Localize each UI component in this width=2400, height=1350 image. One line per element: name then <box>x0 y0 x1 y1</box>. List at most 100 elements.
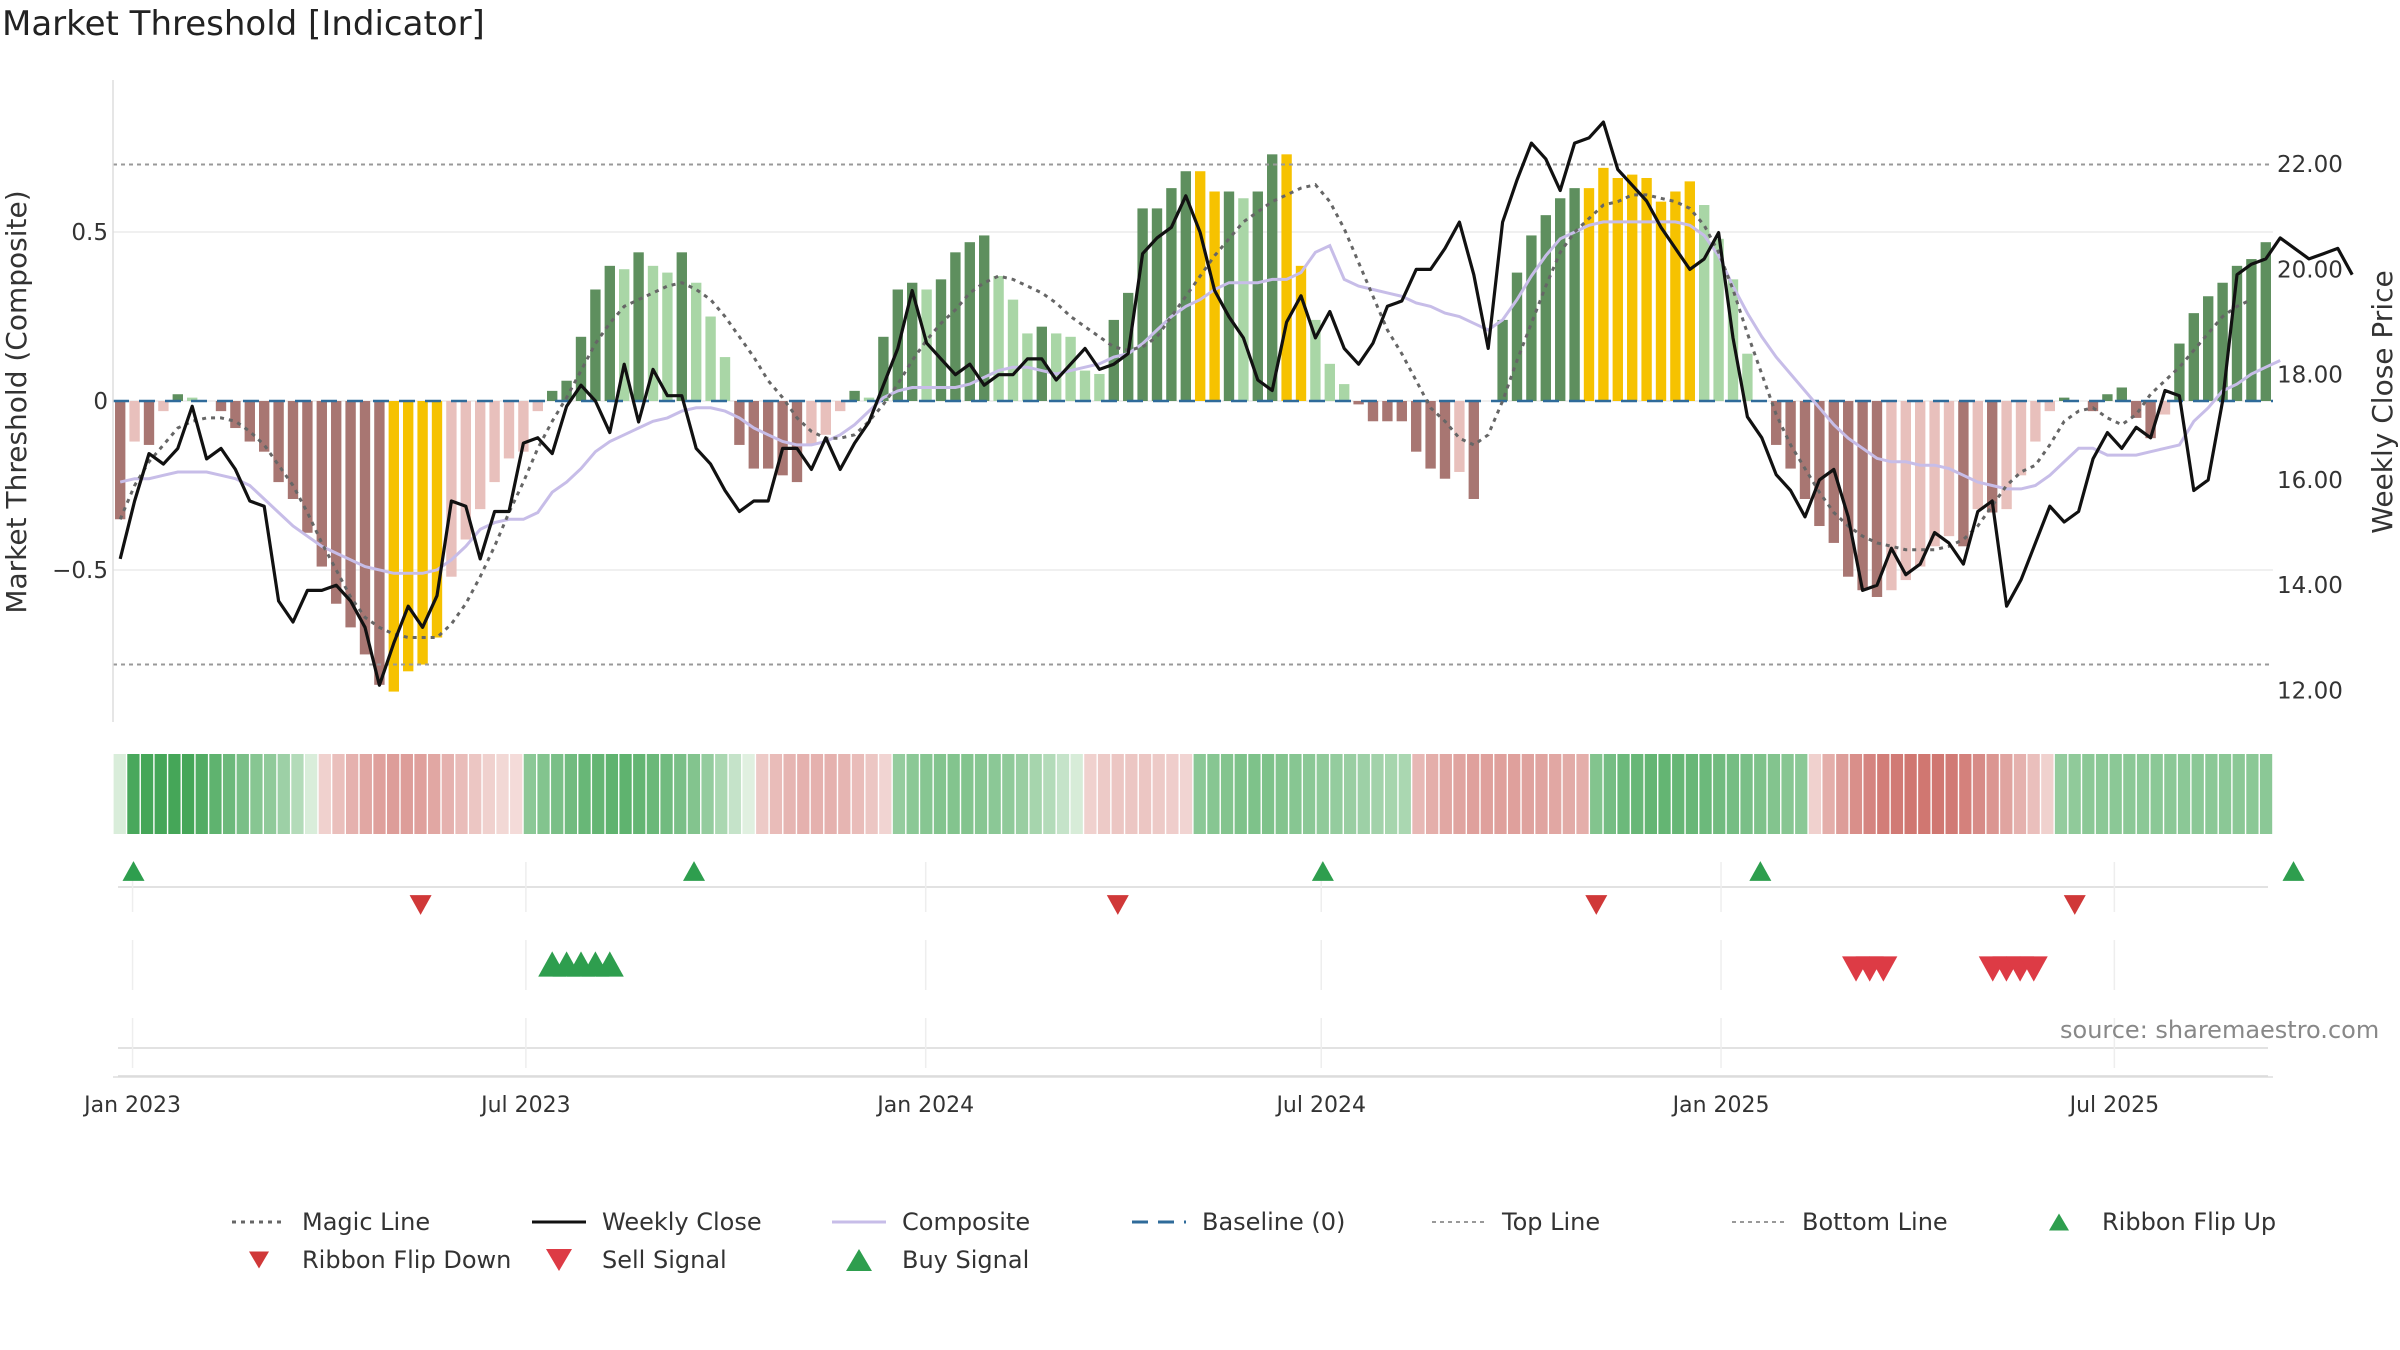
histogram-bar <box>431 401 443 638</box>
ribbon-flip-down-marker <box>409 895 432 915</box>
histogram-bar <box>345 401 356 628</box>
ribbon-cell <box>428 754 441 834</box>
histogram-bar <box>1670 191 1681 401</box>
ribbon-cell <box>113 754 126 834</box>
ribbon-cell <box>359 754 372 834</box>
ribbon-cell <box>441 754 454 834</box>
ribbon-cell <box>1576 754 1589 834</box>
ribbon-cell <box>332 754 345 834</box>
ribbon-cell <box>1439 754 1452 834</box>
histogram-bar <box>2087 401 2099 412</box>
ribbon-cell <box>1070 754 1083 834</box>
ribbon-cell <box>961 754 974 834</box>
histogram-bar <box>460 401 471 540</box>
ribbon-cell <box>2218 754 2232 834</box>
ribbon-flip-up-marker <box>683 861 706 881</box>
legend-swatch-icon <box>249 1251 269 1269</box>
histogram-bar <box>734 401 745 445</box>
legend-item-flipdown: Ribbon Flip Down <box>230 1246 511 1274</box>
ribbon-cell <box>2191 754 2204 834</box>
ribbon-cell <box>1959 754 1972 834</box>
histogram-bar <box>1238 198 1249 401</box>
x-tick-label: Jul 2025 <box>2068 1093 2160 1118</box>
legend-label: Ribbon Flip Up <box>2102 1208 2277 1236</box>
histogram-bar <box>403 401 414 672</box>
histogram-bar <box>950 252 961 401</box>
legend-item-baseline: Baseline (0) <box>1130 1208 1345 1236</box>
ribbon-cell <box>1494 754 1507 834</box>
ribbon-cell <box>1603 754 1616 834</box>
ribbon-cell <box>660 754 673 834</box>
histogram-bar <box>244 401 255 442</box>
histogram-bar <box>1411 401 1422 452</box>
x-axis: Jan 2023 Jul 2023 Jan 2024 Jul 2024 Jan 2025… <box>82 1076 2273 1118</box>
ribbon-cell <box>810 754 824 834</box>
ribbon-cell <box>742 754 755 834</box>
ribbon-cell <box>1029 754 1042 834</box>
ribbon-cell <box>2082 754 2095 834</box>
ribbon-cell <box>1193 754 1206 834</box>
histogram-bar <box>2015 401 2027 476</box>
histogram-bar <box>1180 171 1191 401</box>
ribbon-cell <box>2164 754 2177 834</box>
ribbon-cell <box>2027 754 2040 834</box>
histogram-bar <box>1699 205 1710 401</box>
ribbon-cell <box>291 754 304 834</box>
histogram-bar <box>1655 201 1667 401</box>
legend-swatch-icon <box>532 1220 586 1224</box>
ribbon-flip-down-marker <box>1585 895 1608 915</box>
ribbon-cell <box>1972 754 1986 834</box>
ribbon-cell <box>2000 754 2013 834</box>
histogram-bar <box>388 401 399 692</box>
ribbon-cell <box>1138 754 1152 834</box>
ribbon-cell <box>2054 754 2068 834</box>
ribbon-cell <box>537 754 550 834</box>
ribbon-cell <box>1412 754 1425 834</box>
right-tick-label: 12.00 <box>2277 678 2343 704</box>
ribbon-cell <box>1343 754 1357 834</box>
ribbon-cell <box>1836 754 1849 834</box>
ribbon-cell <box>1056 754 1070 834</box>
ribbon-cell <box>1808 754 1822 834</box>
legend-label: Ribbon Flip Down <box>302 1246 512 1274</box>
ribbon-cell <box>1644 754 1658 834</box>
ribbon-cell <box>1261 754 1275 834</box>
histogram-bar <box>1367 401 1379 422</box>
histogram-bar <box>1108 319 1119 401</box>
legend-item-close: Weekly Close <box>530 1208 762 1236</box>
right-tick-label: 14.00 <box>2277 573 2343 599</box>
ribbon-cell <box>1726 754 1740 834</box>
histogram-bar <box>1065 336 1076 401</box>
ribbon-cell <box>1699 754 1712 834</box>
ribbon-cell <box>181 754 195 834</box>
ribbon-cell <box>769 754 783 834</box>
ribbon-cell <box>633 754 646 834</box>
histogram-bar <box>230 401 241 429</box>
ribbon-cell <box>2150 754 2163 834</box>
right-tick-label: 22.00 <box>2277 152 2343 178</box>
ribbon-flip-down-marker <box>2063 895 2086 915</box>
ribbon-cell <box>2041 754 2054 834</box>
legend-label: Weekly Close <box>602 1208 762 1236</box>
legend-swatch-icon <box>832 1220 886 1224</box>
ribbon-cell <box>1357 754 1370 834</box>
histogram-bar <box>604 265 615 401</box>
ribbon-cell <box>1904 754 1917 834</box>
ribbon-cell <box>1931 754 1945 834</box>
legend-item-buy: Buy Signal <box>830 1246 1029 1274</box>
histogram-bar <box>2231 265 2243 401</box>
histogram-bar <box>143 401 155 445</box>
ribbon-cell <box>715 754 728 834</box>
legend-item-composite: Composite <box>830 1208 1030 1236</box>
histogram-bar <box>287 401 299 499</box>
ribbon-cell <box>619 754 632 834</box>
ribbon-cell <box>2246 754 2259 834</box>
histogram-bar <box>475 401 486 510</box>
legend-item-sell: Sell Signal <box>530 1246 727 1274</box>
ribbon-flip-up-marker <box>2282 861 2305 881</box>
ribbon-cell <box>851 754 865 834</box>
histogram-bar <box>907 282 918 401</box>
histogram-bar <box>1540 215 1551 401</box>
ribbon-cell <box>605 754 619 834</box>
ribbon-cell <box>1371 754 1384 834</box>
